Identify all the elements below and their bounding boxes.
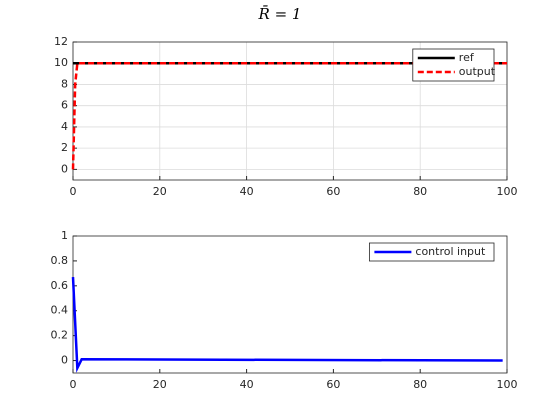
legend-label: ref: [459, 51, 475, 64]
y-tick-label: 0: [61, 162, 68, 175]
y-tick-label: 0: [61, 354, 68, 367]
x-tick-label: 80: [413, 185, 427, 198]
legend-label: control input: [415, 245, 486, 258]
legend-box: [412, 48, 495, 82]
y-tick-label: 2: [61, 141, 68, 154]
x-tick-label: 40: [240, 378, 254, 391]
y-tick-label: 12: [54, 35, 68, 48]
y-tick-label: 6: [61, 99, 68, 112]
x-tick-label: 0: [70, 378, 77, 391]
x-tick-label: 0: [70, 185, 77, 198]
x-tick-label: 40: [240, 185, 254, 198]
y-tick-label: 10: [54, 56, 68, 69]
x-tick-label: 60: [326, 185, 340, 198]
y-tick-label: 0.8: [51, 254, 69, 267]
x-tick-label: 100: [497, 378, 518, 391]
y-tick-label: 0.6: [51, 279, 69, 292]
y-tick-label: 1: [61, 229, 68, 242]
legend-box: [368, 242, 495, 262]
x-tick-label: 20: [153, 378, 167, 391]
chart-title: R̄ = 1: [258, 5, 302, 23]
y-tick-label: 0.2: [51, 329, 69, 342]
y-tick-label: 8: [61, 77, 68, 90]
x-tick-label: 100: [497, 185, 518, 198]
axes-box: [72, 235, 508, 374]
x-tick-label: 80: [413, 378, 427, 391]
axes-box: [72, 41, 508, 181]
data-line: [71, 61, 507, 170]
x-tick-label: 20: [153, 185, 167, 198]
y-tick-label: 4: [61, 120, 68, 133]
legend-label: output: [459, 65, 496, 78]
x-tick-label: 60: [326, 378, 340, 391]
y-tick-label: 0.4: [51, 304, 69, 317]
data-line: [71, 277, 503, 373]
